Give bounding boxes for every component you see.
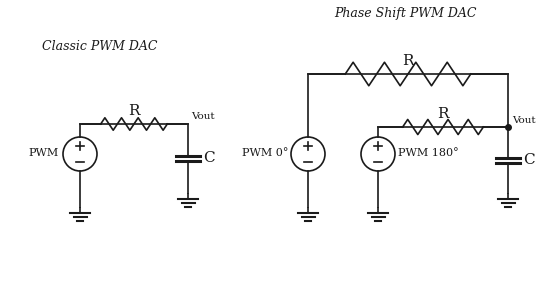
Text: Vout: Vout — [512, 116, 536, 125]
Text: R: R — [402, 54, 414, 68]
Text: C: C — [523, 153, 535, 167]
Text: PWM 0°: PWM 0° — [241, 148, 288, 158]
Text: PWM: PWM — [29, 148, 59, 158]
Text: Vout: Vout — [191, 112, 214, 121]
Text: R: R — [129, 104, 140, 118]
Text: C: C — [203, 152, 214, 165]
Text: Phase Shift PWM DAC: Phase Shift PWM DAC — [334, 8, 476, 21]
Text: R: R — [437, 107, 449, 121]
Text: Classic PWM DAC: Classic PWM DAC — [42, 40, 158, 53]
Text: PWM 180°: PWM 180° — [398, 148, 458, 158]
